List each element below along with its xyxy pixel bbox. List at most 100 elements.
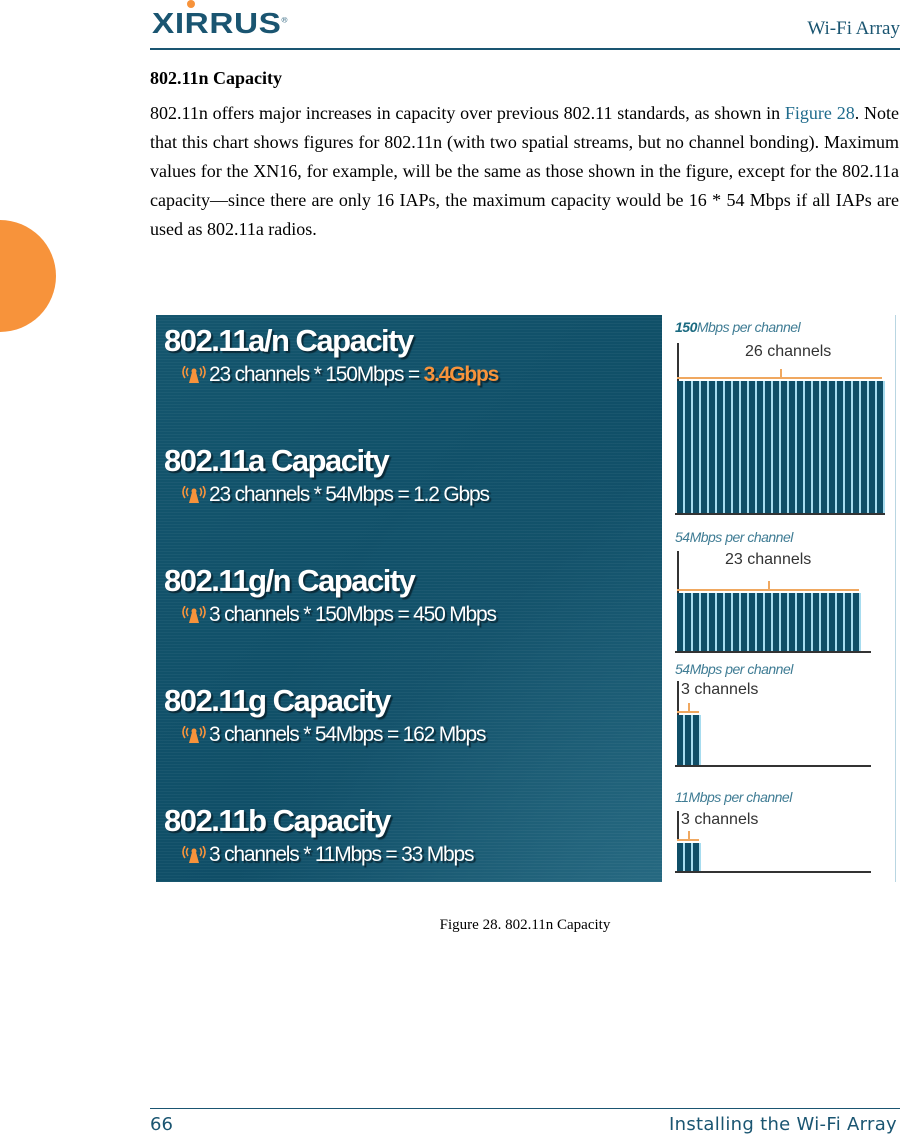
capacity-formula: 3 channels * 150Mbps = 450 Mbps <box>182 603 497 627</box>
bracket-tick <box>779 369 782 377</box>
logo-dot <box>187 0 195 8</box>
channel-bar <box>709 593 717 651</box>
capacity-title: 802.11b Capacity <box>164 803 391 838</box>
channel-bar <box>781 381 789 513</box>
channel-bar <box>693 593 701 651</box>
chapter-tab-marker <box>0 220 56 332</box>
channel-bar <box>709 381 717 513</box>
capacity-result: 33 Mbps <box>401 843 474 866</box>
channel-panel: 54Mbps per channel 23 channels <box>675 529 891 655</box>
axis-marker <box>677 811 679 841</box>
channel-bar <box>677 843 685 871</box>
channel-bar <box>685 381 693 513</box>
capacity-list-panel: 802.11a/n Capacity 23 channels * 150Mbps … <box>156 315 662 882</box>
channel-bars <box>677 593 861 651</box>
bracket-tick <box>768 581 770 589</box>
channel-bar <box>757 381 765 513</box>
channel-bar <box>765 593 773 651</box>
capacity-result: 3.4Gbps <box>423 363 500 386</box>
antenna-icon <box>182 726 206 744</box>
capacity-result: 162 Mbps <box>402 723 487 746</box>
channel-panel: 54Mbps per channel 3 channels <box>675 661 891 769</box>
channel-bar <box>749 593 757 651</box>
channel-bar <box>805 593 813 651</box>
channel-bar <box>725 593 733 651</box>
channel-bar <box>861 381 869 513</box>
channel-bar <box>813 381 821 513</box>
channel-bar <box>837 381 845 513</box>
channel-bar <box>677 715 685 765</box>
rate-label: 11Mbps per channel <box>675 789 792 805</box>
channel-bar <box>869 381 877 513</box>
bracket-tick <box>688 831 690 839</box>
channels-label: 3 channels <box>681 681 759 698</box>
channel-bar <box>845 381 853 513</box>
antenna-icon <box>182 366 206 384</box>
bracket-tick <box>688 703 690 711</box>
rate-label: 54Mbps per channel <box>675 661 793 677</box>
channel-bar <box>701 593 709 651</box>
channel-bracket <box>677 839 699 841</box>
footer-divider <box>150 1108 900 1109</box>
channel-bar <box>789 593 797 651</box>
capacity-title: 802.11a/n Capacity <box>164 323 414 358</box>
chart-baseline <box>675 651 871 653</box>
channel-panel: 11Mbps per channel 3 channels <box>675 789 891 875</box>
header-divider <box>150 48 900 50</box>
channel-bar <box>701 381 709 513</box>
chart-baseline <box>675 765 871 767</box>
capacity-block: 802.11g/n Capacity 3 channels * 150Mbps =… <box>164 563 497 627</box>
figure-link[interactable]: Figure 28 <box>784 103 855 123</box>
antenna-icon <box>182 486 206 504</box>
channel-bar <box>797 381 805 513</box>
axis-marker <box>677 343 679 387</box>
antenna-icon <box>182 606 206 624</box>
channel-bars <box>677 843 701 871</box>
capacity-title: 802.11g/n Capacity <box>164 563 416 598</box>
capacity-formula: 23 channels * 54Mbps = 1.2 Gbps <box>182 483 490 507</box>
channel-bar <box>829 593 837 651</box>
channel-bar <box>797 593 805 651</box>
channel-bar <box>853 381 861 513</box>
channel-bar <box>677 381 685 513</box>
chart-baseline <box>675 513 885 515</box>
channel-bar <box>741 381 749 513</box>
rate-label: 150Mbps per channel <box>675 319 801 335</box>
header-title: Wi-Fi Array <box>807 18 900 39</box>
channel-bar <box>741 593 749 651</box>
channel-panel: 150Mbps per channel 26 channels <box>675 319 891 517</box>
chart-baseline <box>675 871 871 873</box>
channels-label: 3 channels <box>681 811 759 828</box>
channel-bar <box>693 715 701 765</box>
channel-bar <box>821 381 829 513</box>
capacity-title: 802.11a Capacity <box>164 443 390 478</box>
channel-bar <box>685 593 693 651</box>
capacity-block: 802.11g Capacity 3 channels * 54Mbps = 16… <box>164 683 487 747</box>
figure-caption: Figure 28. 802.11n Capacity <box>439 917 611 933</box>
xirrus-logo: XIRRUS® <box>152 8 288 40</box>
channel-bar <box>805 381 813 513</box>
channel-bar <box>733 593 741 651</box>
channel-bar <box>877 381 885 513</box>
axis-marker <box>677 551 679 597</box>
channel-bar <box>765 381 773 513</box>
body-paragraph: 802.11n offers major increases in capaci… <box>150 103 899 239</box>
channel-bar <box>853 593 861 651</box>
channel-bar <box>789 381 797 513</box>
channel-bars <box>677 381 885 513</box>
channel-bar <box>829 381 837 513</box>
capacity-title: 802.11g Capacity <box>164 683 391 718</box>
channel-bracket <box>677 589 859 591</box>
channel-bar <box>813 593 821 651</box>
channel-bracket <box>677 711 699 713</box>
channel-bars <box>677 715 701 765</box>
antenna-icon <box>182 846 206 864</box>
capacity-block: 802.11b Capacity 3 channels * 11Mbps = 33… <box>164 803 474 867</box>
capacity-result: 1.2 Gbps <box>413 483 490 506</box>
channel-bar <box>773 593 781 651</box>
page-number: 66 <box>150 1114 173 1135</box>
page-header: XIRRUS® Wi-Fi Array <box>150 0 900 50</box>
channels-label: 23 channels <box>725 551 812 568</box>
capacity-formula: 3 channels * 11Mbps = 33 Mbps <box>182 843 474 867</box>
channel-bar <box>677 593 685 651</box>
